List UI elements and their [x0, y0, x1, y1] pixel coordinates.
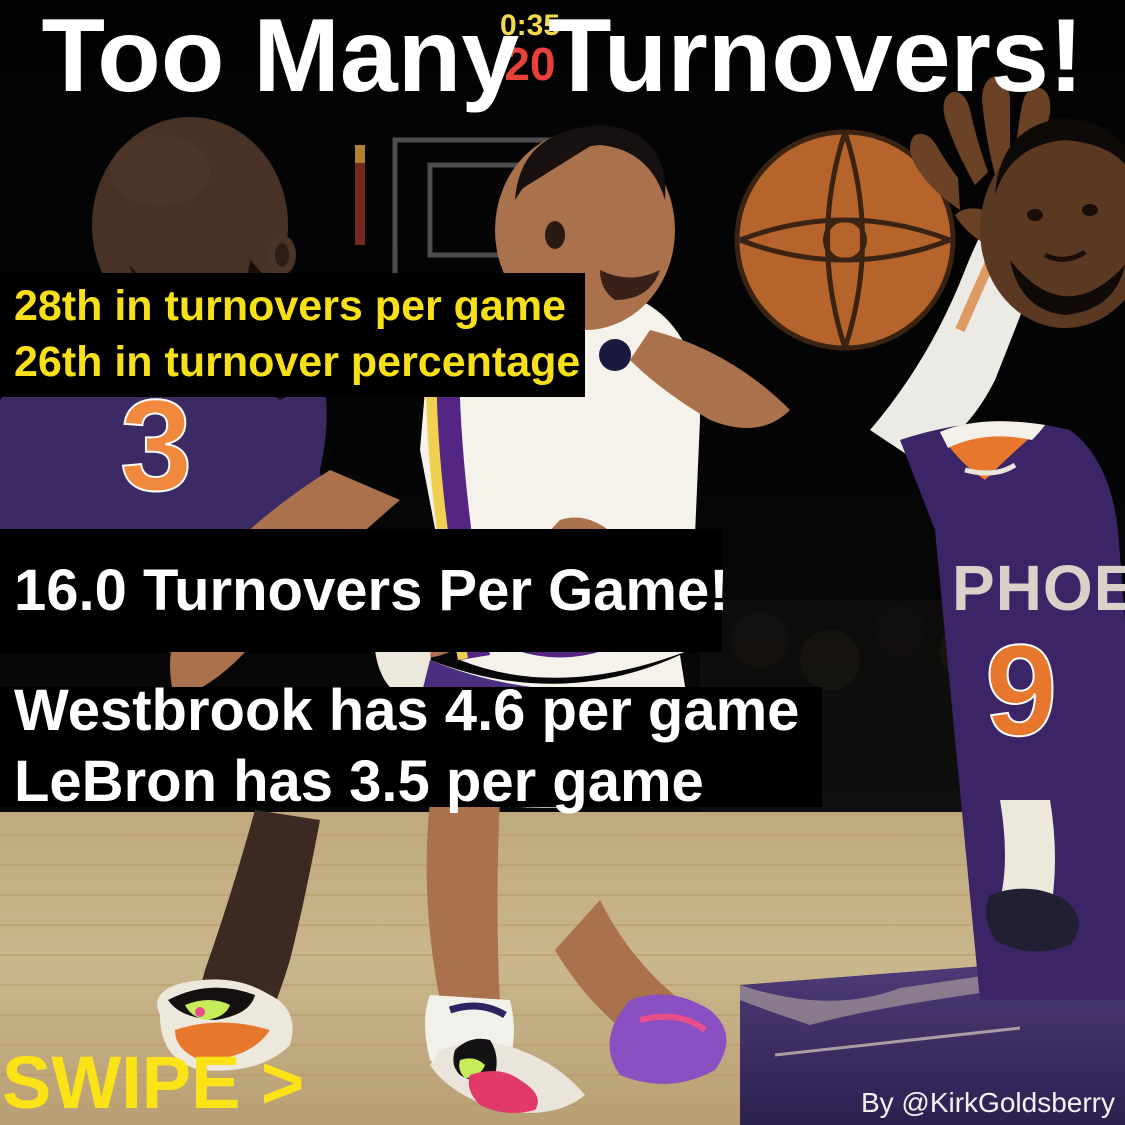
- svg-text:PHOE: PHOE: [952, 552, 1125, 624]
- svg-text:9: 9: [985, 617, 1057, 763]
